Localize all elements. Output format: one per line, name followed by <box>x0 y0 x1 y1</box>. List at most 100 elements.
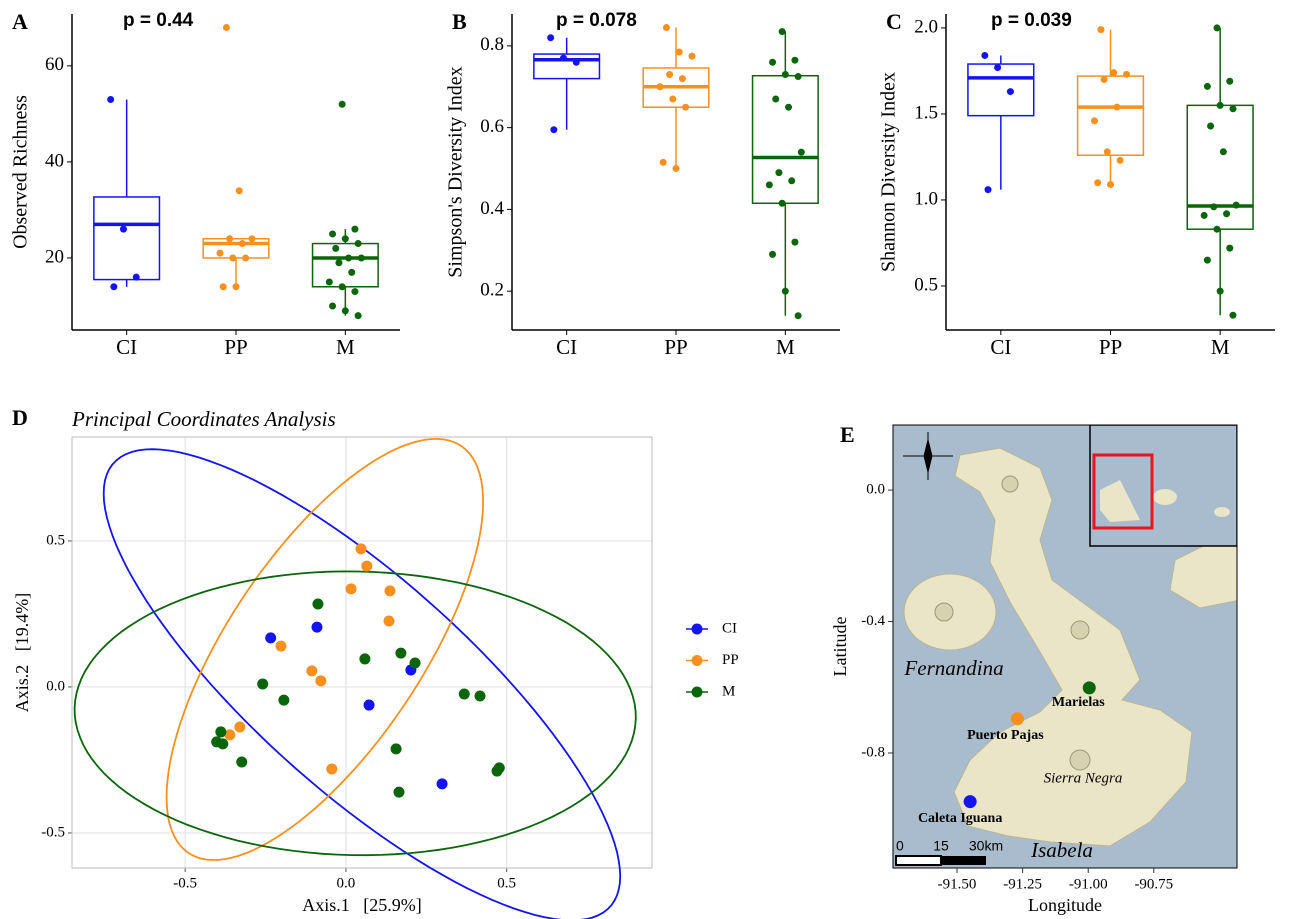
box <box>313 244 379 287</box>
legend-marker <box>692 655 703 666</box>
y-axis-title: Axis.2 [19.4%] <box>12 593 32 713</box>
data-point <box>795 73 802 80</box>
panel-label: A <box>12 9 28 34</box>
panel-label: B <box>452 9 467 34</box>
data-point <box>791 239 798 246</box>
data-point <box>359 653 370 664</box>
x-tick-label: -90.75 <box>1134 876 1173 892</box>
data-point <box>1007 88 1014 95</box>
map-base <box>893 425 1240 868</box>
x-tick-label: PP <box>1099 335 1122 359</box>
data-point <box>669 96 676 103</box>
data-point <box>1201 212 1208 219</box>
data-point <box>342 235 349 242</box>
data-point <box>1204 257 1211 264</box>
p-value: p = 0.039 <box>991 10 1072 31</box>
y-tick-label: 0.4 <box>480 198 504 219</box>
x-tick-label: M <box>1211 335 1230 359</box>
x-axis-title: Axis.1 [25.9%] <box>302 895 422 915</box>
data-point <box>355 240 362 247</box>
box <box>203 239 269 258</box>
data-point <box>217 250 224 257</box>
site-marker <box>964 795 977 808</box>
data-point <box>110 283 117 290</box>
x-tick-label: M <box>336 335 355 359</box>
data-point <box>229 254 236 261</box>
site-label: Caleta Iguana <box>918 811 1002 826</box>
data-point <box>985 186 992 193</box>
data-point <box>217 738 228 749</box>
data-point <box>355 312 362 319</box>
x-tick-label: M <box>776 335 795 359</box>
data-point <box>1117 157 1124 164</box>
x-tick-label: CI <box>556 335 577 359</box>
legend-marker <box>692 624 703 635</box>
site-marker <box>1083 681 1096 694</box>
inset-island <box>1153 489 1177 505</box>
data-point <box>782 288 789 295</box>
inset-island <box>1214 507 1230 517</box>
data-point <box>666 71 673 78</box>
y-tick-label: 60 <box>45 54 64 75</box>
data-point <box>348 269 355 276</box>
data-point <box>689 53 696 60</box>
x-tick-label: -0.5 <box>173 875 197 891</box>
data-point <box>311 622 322 633</box>
data-point <box>1104 148 1111 155</box>
data-point <box>492 766 503 777</box>
x-tick-label: 0.5 <box>497 875 516 891</box>
data-point <box>791 57 798 64</box>
chart-title: Principal Coordinates Analysis <box>71 407 336 431</box>
data-point <box>1123 71 1130 78</box>
x-tick-label: -91.00 <box>1069 876 1108 892</box>
data-point <box>560 55 567 62</box>
island-label: Fernandina <box>903 656 1003 680</box>
data-point <box>788 177 795 184</box>
y-tick-label: 40 <box>45 150 64 171</box>
data-point <box>775 169 782 176</box>
data-point <box>351 288 358 295</box>
x-tick-label: PP <box>224 335 247 359</box>
data-point <box>1213 226 1220 233</box>
data-point <box>278 695 289 706</box>
legend-label: PP <box>722 652 739 668</box>
data-point <box>1107 181 1114 188</box>
y-tick-label: 0.5 <box>46 532 65 548</box>
y-axis-title: Simpson's Diversity Index <box>445 66 467 277</box>
box <box>1078 76 1144 155</box>
data-point <box>657 83 664 90</box>
y-tick-label: 2.0 <box>914 16 938 37</box>
data-point <box>329 302 336 309</box>
y-tick-label: 20 <box>45 246 64 267</box>
data-point <box>1220 148 1227 155</box>
data-point <box>1229 312 1236 319</box>
data-point <box>1204 83 1211 90</box>
y-tick-label: 1.0 <box>914 188 938 209</box>
y-tick-label: 0.0 <box>46 678 65 694</box>
figure: Ap = 0.44Observed Richness204060CIPPMBp … <box>0 0 1300 919</box>
data-point <box>410 658 421 669</box>
data-point <box>785 104 792 111</box>
site-label: Marielas <box>1052 695 1105 710</box>
data-point <box>1097 26 1104 33</box>
legend-label: M <box>722 683 735 699</box>
data-point <box>772 96 779 103</box>
box <box>94 197 160 280</box>
data-point <box>663 24 670 31</box>
data-point <box>1226 78 1233 85</box>
data-point <box>326 764 337 775</box>
data-point <box>249 235 256 242</box>
y-tick-label: -0.5 <box>41 824 65 840</box>
y-tick-label: 0.2 <box>480 280 504 301</box>
scale-bar <box>896 856 941 865</box>
volcano <box>1070 750 1090 770</box>
x-tick-label: -91.50 <box>938 876 977 892</box>
data-point <box>679 75 686 82</box>
scale-label: 0 <box>896 838 904 854</box>
x-tick-label: 0.0 <box>337 875 356 891</box>
data-point <box>474 691 485 702</box>
y-tick-label: 0.8 <box>480 34 504 55</box>
data-point <box>226 235 233 242</box>
data-point <box>339 283 346 290</box>
data-point <box>550 126 557 133</box>
